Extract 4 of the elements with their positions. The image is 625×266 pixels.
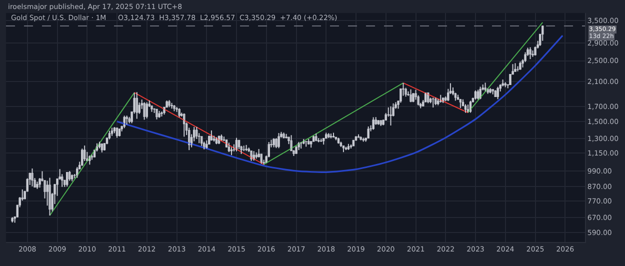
candlestick bbox=[390, 106, 392, 126]
candlestick bbox=[432, 97, 434, 108]
line-series bbox=[116, 34, 564, 174]
candlestick bbox=[492, 88, 494, 95]
